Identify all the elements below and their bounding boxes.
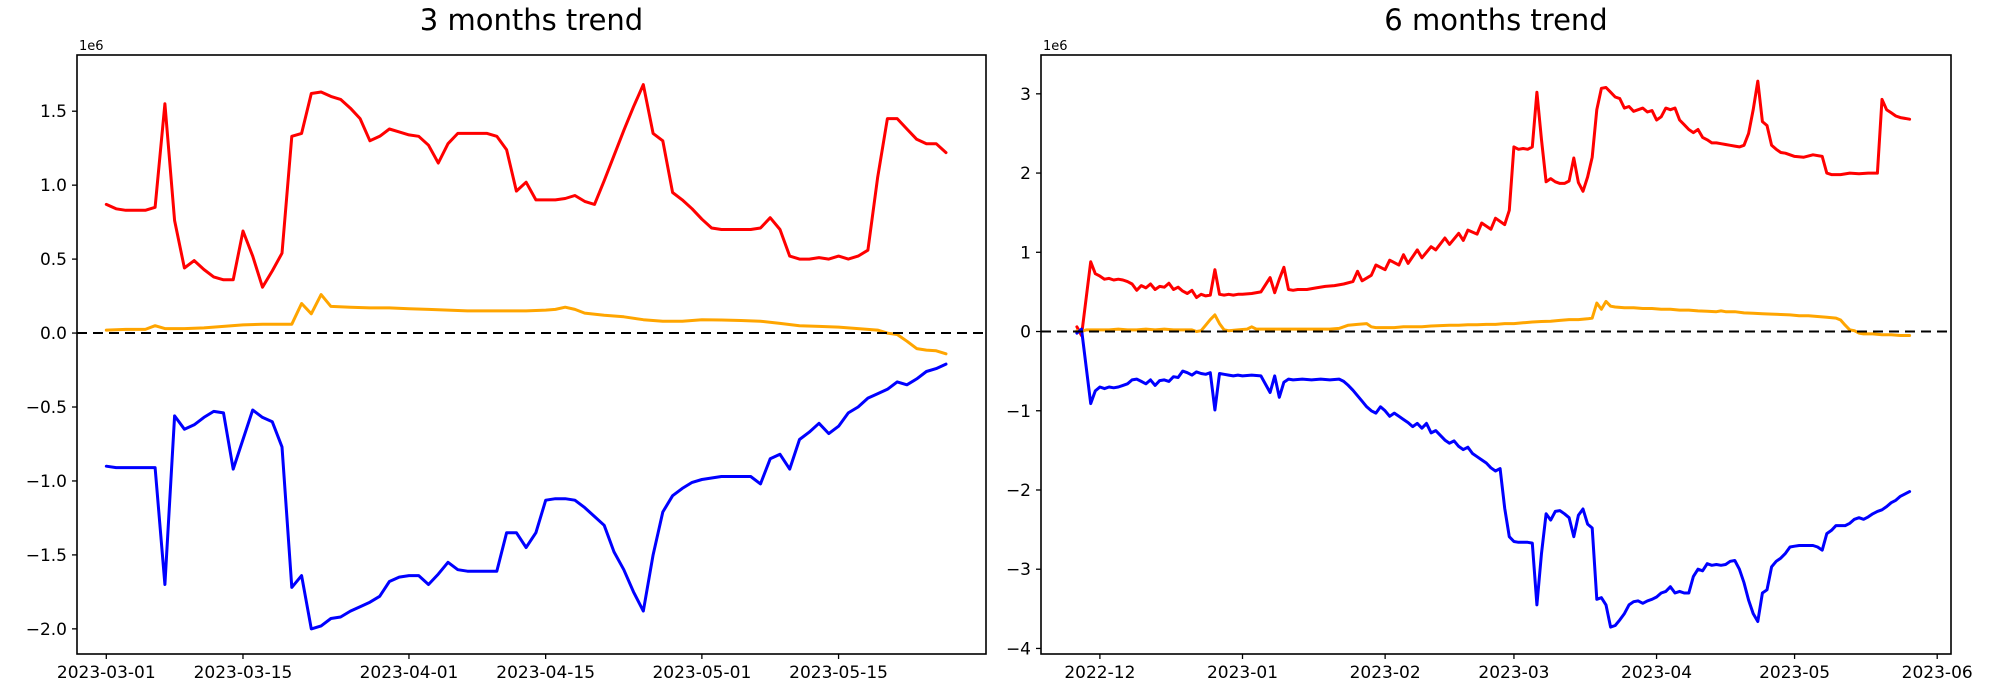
chart-title-6-months: 6 months trend — [1384, 3, 1608, 37]
y-tick-label: 1.0 — [40, 176, 67, 196]
y-tick-label: −2 — [1006, 481, 1031, 501]
y-tick-label: 1.5 — [40, 102, 67, 122]
y-axis-offset-label-left: 1e6 — [79, 39, 104, 54]
series-orange-line — [1075, 299, 1912, 337]
x-tick-label: 2022-12 — [1064, 663, 1135, 683]
series-orange-line — [104, 293, 948, 356]
y-tick-label: 0 — [1020, 323, 1031, 343]
y-tick-label: 0.0 — [40, 324, 67, 344]
y-tick-label: 1 — [1020, 243, 1031, 263]
chart-title-3-months: 3 months trend — [419, 3, 644, 37]
y-tick-label: 2 — [1020, 164, 1031, 184]
x-tick-label: 2023-02 — [1350, 663, 1421, 683]
y-tick-label: 0.5 — [40, 250, 67, 270]
y-tick-label: −2.0 — [26, 620, 67, 640]
y-tick-label: −1.5 — [26, 546, 67, 566]
y-tick-label: 3 — [1020, 85, 1031, 105]
x-tick-label: 2023-04-15 — [496, 663, 595, 683]
chart-6-months: 2022-12 2023-01 2023-02 2023-03 2023-04 2023-… — [1006, 54, 1973, 683]
axes-frame — [1040, 54, 1952, 655]
y-axis-offset-label-right: 1e6 — [1043, 39, 1068, 54]
x-tick-label: 2023-03-15 — [194, 663, 293, 683]
y-tick-label: −1.0 — [26, 472, 67, 492]
x-tick-label: 2023-01 — [1207, 663, 1278, 683]
series-blue-line — [1075, 327, 1912, 629]
x-tick-label: 2023-05-01 — [652, 663, 751, 683]
x-tick-label: 2023-06 — [1902, 663, 1973, 683]
x-tick-label: 2023-04-01 — [360, 663, 459, 683]
x-tick-label: 2023-04 — [1621, 663, 1692, 683]
axes-frame — [76, 54, 987, 655]
series-blue-line — [104, 362, 948, 631]
y-tick-label: −0.5 — [26, 398, 67, 418]
y-tick-label: −4 — [1006, 639, 1031, 659]
x-tick-label: 2023-03-01 — [57, 663, 156, 683]
x-tick-label: 2023-03 — [1478, 663, 1549, 683]
chart-3-months: 2023-03-01 2023-03-15 2023-04-01 2023-04-15… — [26, 54, 987, 683]
x-tick-label: 2023-05 — [1759, 663, 1830, 683]
y-tick-label: −3 — [1006, 560, 1031, 580]
y-tick-label: −1 — [1006, 402, 1031, 422]
series-red-line — [104, 83, 948, 289]
series-red-line — [1075, 79, 1912, 337]
x-tick-label: 2023-05-15 — [789, 663, 888, 683]
